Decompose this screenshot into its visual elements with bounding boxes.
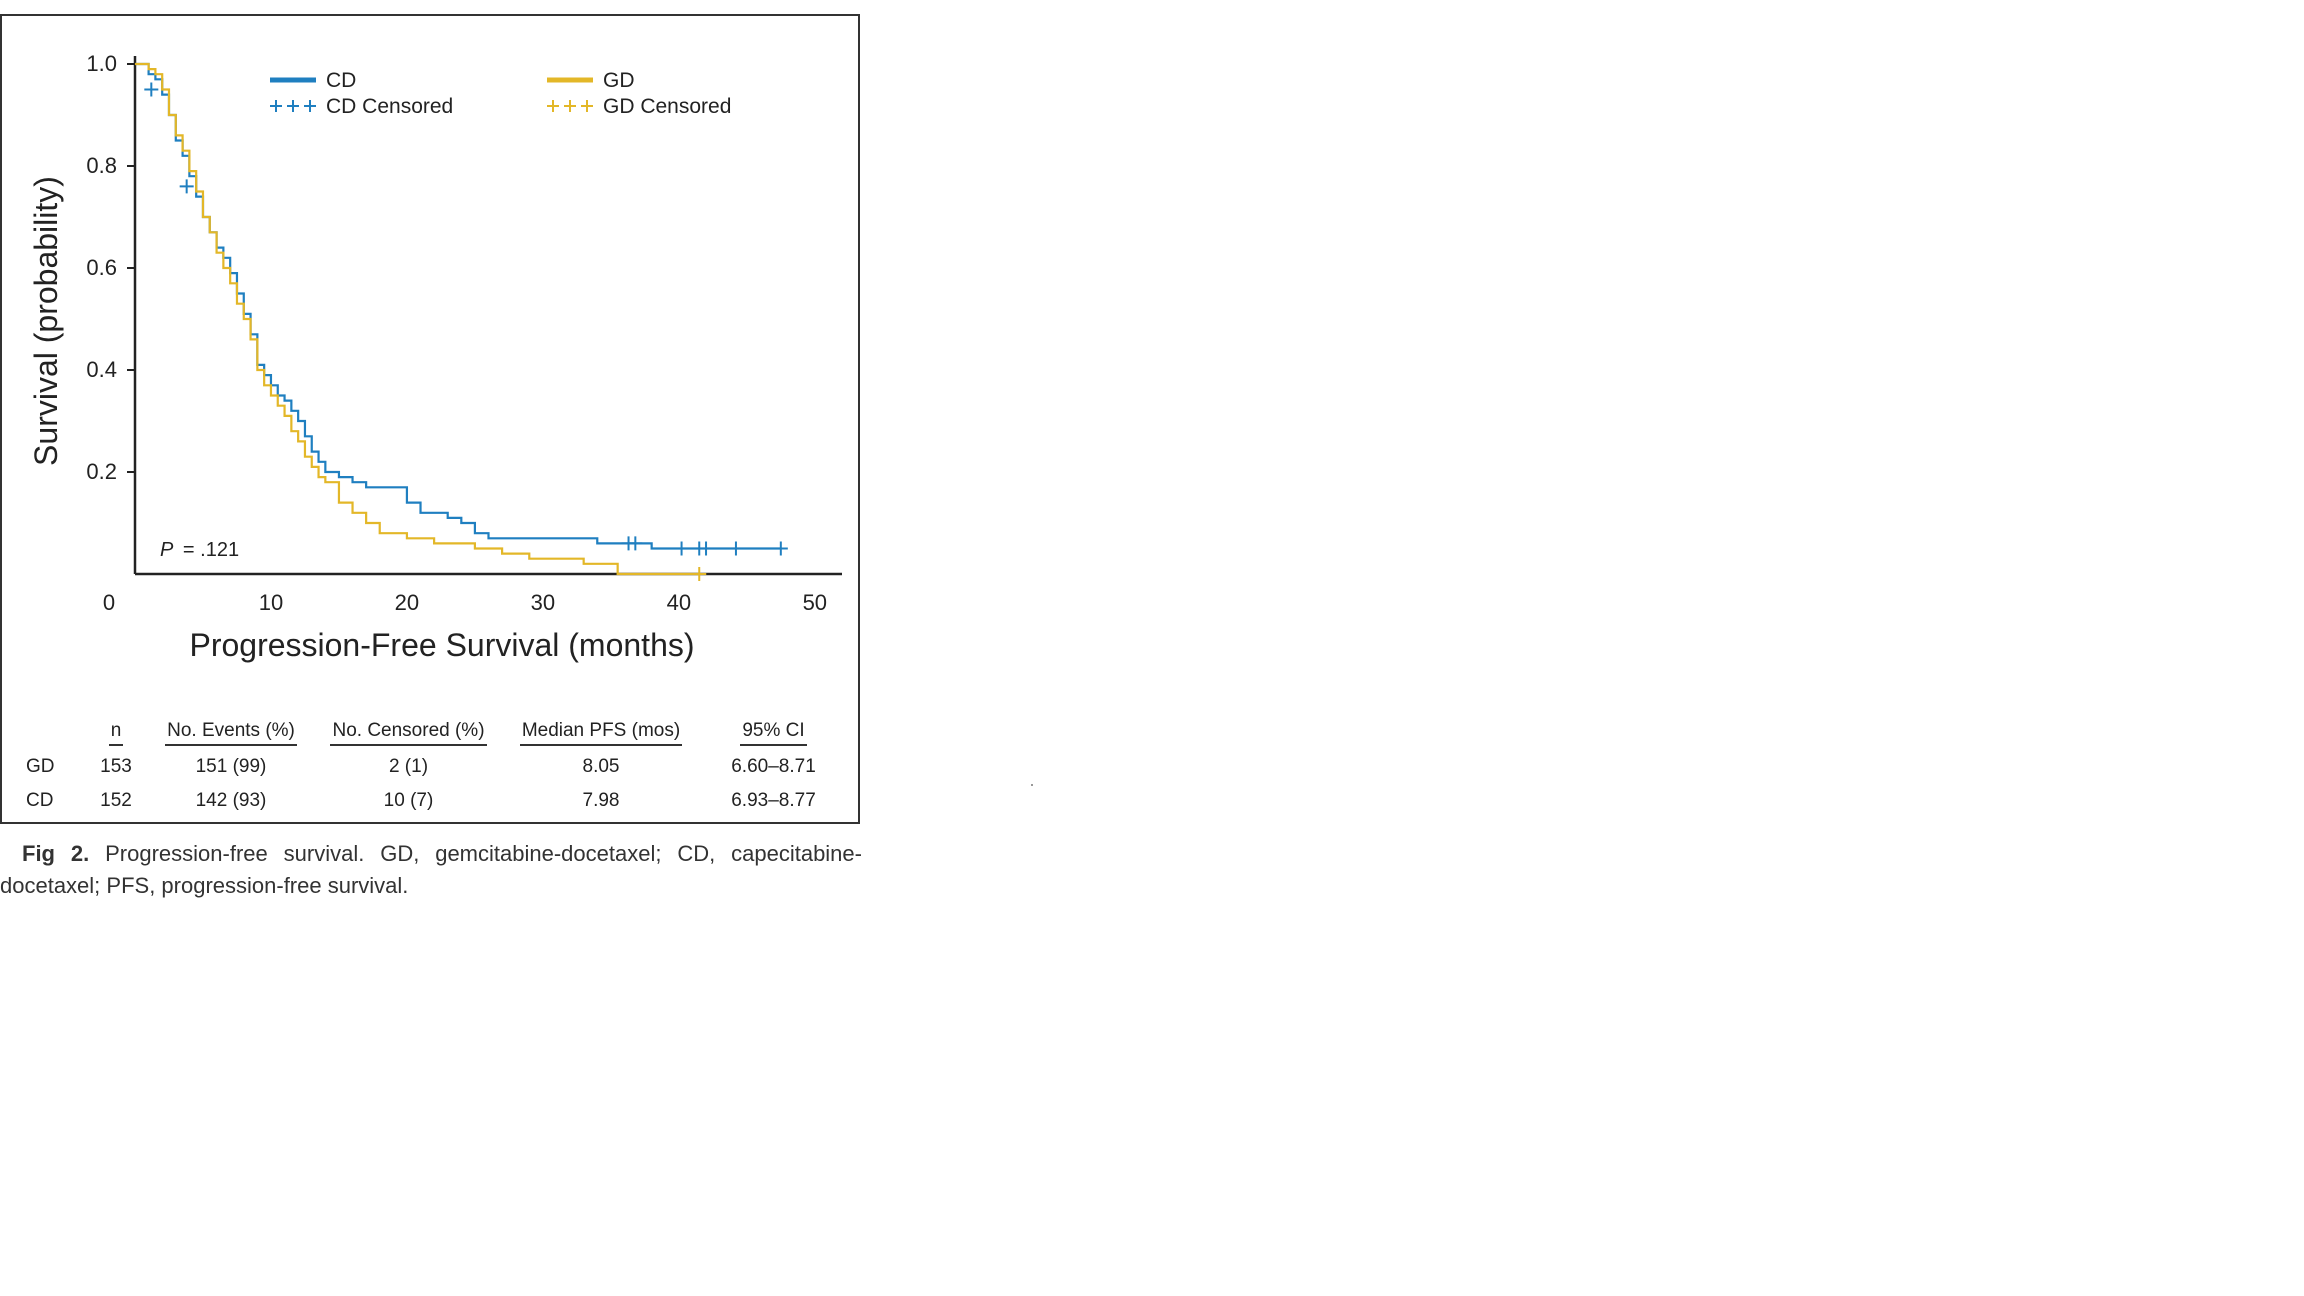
table-header-row: n No. Events (%) No. Censored (%) Median… <box>16 716 846 750</box>
series-cd <box>135 62 788 556</box>
legend-censor-swatch <box>564 100 576 112</box>
table-header <box>16 716 86 750</box>
legend-label: CD <box>326 69 356 92</box>
p-value-annotation: P = .121 <box>160 539 239 561</box>
km-curve-cd <box>135 62 781 550</box>
table-row: CD 152 142 (93) 10 (7) 7.98 6.93–8.77 <box>16 784 846 818</box>
table-cell: 2 (1) <box>388 756 429 777</box>
legend-label: GD <box>603 69 635 92</box>
table-cell: 8.05 <box>582 756 620 777</box>
x-tick-label: 0 <box>103 590 115 615</box>
table-cell: GD <box>26 756 55 777</box>
y-tick-label: 0.6 <box>86 255 117 280</box>
caption-text: Progression-free survival. GD, gemcitabi… <box>0 841 862 898</box>
table-header: 95% CI <box>701 716 846 750</box>
x-tick-label: 20 <box>395 590 419 615</box>
legend-censor-swatch <box>581 100 593 112</box>
table-cell: 10 (7) <box>383 790 434 811</box>
y-tick-label: 0.2 <box>86 459 117 484</box>
x-tick-label: 10 <box>259 590 283 615</box>
legend-item: CD <box>270 69 356 92</box>
table-cell: 7.98 <box>582 790 620 811</box>
legend-label: GD Censored <box>603 95 731 118</box>
table-cell: 151 (99) <box>195 756 267 777</box>
x-tick-label: 50 <box>803 590 827 615</box>
chart-legend: CD GD CD Censored GD Censored <box>270 69 731 118</box>
km-curve-gd <box>135 62 700 576</box>
y-tick-label: 0.8 <box>86 153 117 178</box>
x-tick-label: 40 <box>667 590 691 615</box>
table-cell: 153 <box>100 756 132 777</box>
legend-censor-swatch <box>287 100 299 112</box>
km-chart: 0.2 0.4 0.6 0.8 1.0 0 10 20 30 40 50 CD GD CD Censor… <box>28 51 842 663</box>
x-tick-label: 30 <box>531 590 555 615</box>
y-axis-title: Survival (probability) <box>28 176 64 466</box>
table-header: n <box>86 716 146 750</box>
stray-mark <box>1031 784 1033 786</box>
figure-caption: Fig 2. Progression-free survival. GD, ge… <box>0 838 862 902</box>
y-tick-label: 0.4 <box>86 357 117 382</box>
censor-mark <box>692 567 707 581</box>
pfs-summary-table: n No. Events (%) No. Censored (%) Median… <box>16 716 846 818</box>
table-cell: 6.60–8.71 <box>731 756 816 777</box>
legend-item: GD <box>547 69 635 92</box>
legend-censor-swatch <box>547 100 559 112</box>
table-header: No. Censored (%) <box>316 716 501 750</box>
caption-label: Fig 2. <box>22 841 90 866</box>
table-cell: 142 (93) <box>195 790 267 811</box>
censor-mark <box>728 541 743 556</box>
series-gd <box>135 62 707 581</box>
legend-censor-swatch <box>270 100 282 112</box>
figure-frame: 0.2 0.4 0.6 0.8 1.0 0 10 20 30 40 50 CD GD CD Censor… <box>0 14 860 824</box>
censor-mark <box>674 541 689 556</box>
series-layer <box>135 62 788 581</box>
censor-mark <box>773 541 788 556</box>
censor-mark <box>699 541 714 556</box>
table-cell: CD <box>26 790 54 811</box>
table-cell: 6.93–8.77 <box>731 790 816 811</box>
x-axis-title: Progression-Free Survival (months) <box>189 627 694 663</box>
table-cell: 152 <box>100 790 132 811</box>
legend-label: CD Censored <box>326 95 453 118</box>
p-value: = .121 <box>183 539 239 561</box>
chart-axes: 0.2 0.4 0.6 0.8 1.0 0 10 20 30 40 50 <box>86 51 842 615</box>
censor-mark <box>628 536 643 551</box>
table-row: GD 153 151 (99) 2 (1) 8.05 6.60–8.71 <box>16 750 846 784</box>
p-label: P <box>160 539 174 561</box>
censor-mark <box>179 179 194 194</box>
legend-item: CD Censored <box>270 95 453 118</box>
table-header: No. Events (%) <box>146 716 316 750</box>
legend-item: GD Censored <box>547 95 731 118</box>
y-tick-label: 1.0 <box>86 51 117 76</box>
censor-mark <box>144 82 159 97</box>
legend-censor-swatch <box>304 100 316 112</box>
table-header: Median PFS (mos) <box>501 716 701 750</box>
